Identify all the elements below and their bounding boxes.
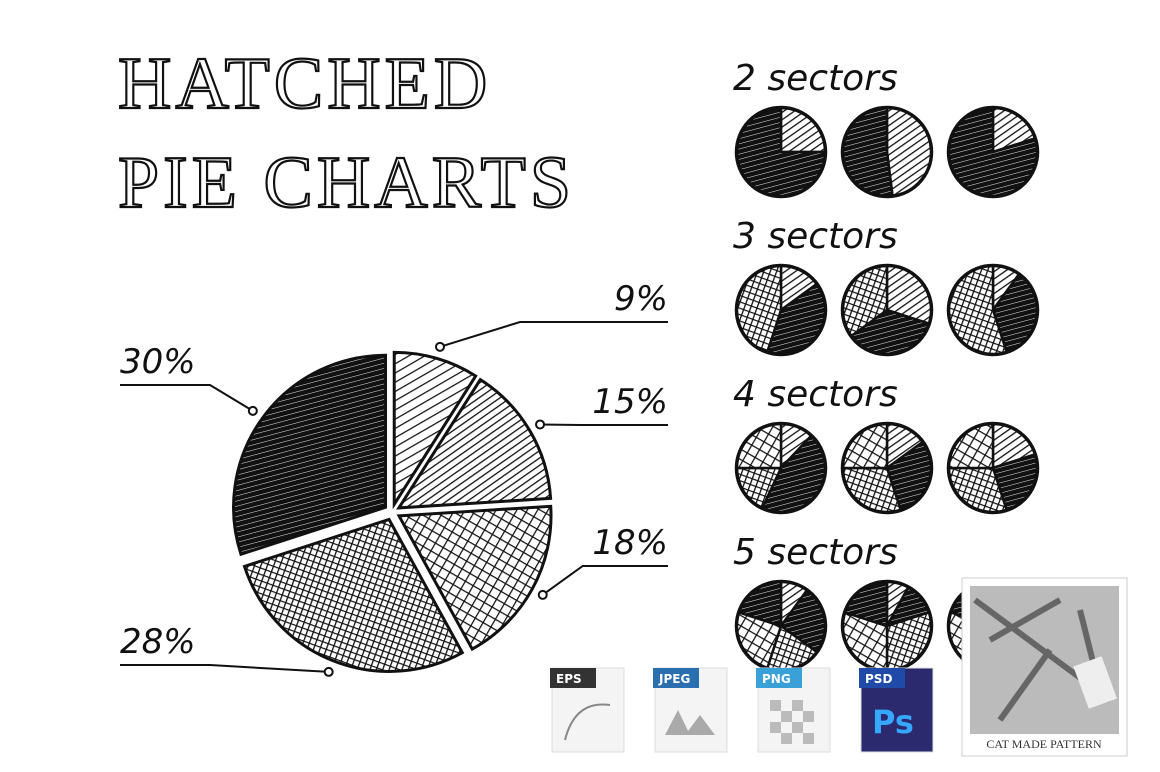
example-outline bbox=[840, 105, 934, 199]
example-outline bbox=[946, 105, 1040, 199]
leader-line bbox=[120, 664, 329, 673]
data-label: 28% bbox=[120, 622, 196, 662]
eps-glyph bbox=[564, 703, 611, 741]
leader-dot bbox=[535, 419, 546, 430]
example-outline bbox=[840, 263, 934, 357]
example-label: 4 sectors bbox=[733, 374, 898, 415]
file-format: EPS bbox=[556, 672, 582, 686]
data-label: 9% bbox=[614, 279, 668, 319]
example-slice bbox=[885, 106, 933, 198]
pie-slice bbox=[392, 350, 478, 510]
example-label: 5 sectors bbox=[733, 532, 898, 573]
example-outline bbox=[734, 105, 828, 199]
file-format: PSD bbox=[865, 672, 892, 686]
chart-title: HATCHED bbox=[118, 43, 491, 125]
example-slice bbox=[735, 422, 783, 470]
file-format: PNG bbox=[762, 672, 791, 686]
png-checker bbox=[770, 722, 781, 733]
file-format: JPEG bbox=[658, 672, 690, 686]
example-outline bbox=[734, 263, 828, 357]
example-outline bbox=[840, 421, 934, 515]
jpeg-glyph bbox=[665, 710, 715, 735]
brand-card: CAT MADE PATTERN bbox=[961, 577, 1128, 757]
leader-line bbox=[542, 565, 668, 596]
file-tag bbox=[756, 668, 802, 688]
file-tag bbox=[550, 668, 596, 688]
pie-slice bbox=[232, 353, 388, 557]
photo-detail bbox=[973, 597, 1112, 722]
leader-line bbox=[439, 321, 668, 348]
chart-title: PIE CHARTS bbox=[118, 142, 575, 224]
data-label: 30% bbox=[120, 342, 196, 382]
photo-sign bbox=[1073, 656, 1117, 709]
example-outline bbox=[946, 263, 1040, 357]
leader-line bbox=[540, 423, 668, 426]
pie-slice bbox=[396, 504, 553, 652]
file-tag bbox=[653, 668, 699, 688]
example-slice bbox=[779, 106, 827, 154]
png-checker bbox=[792, 700, 803, 711]
example-slice bbox=[947, 422, 995, 470]
example-outline bbox=[734, 421, 828, 515]
example-outline bbox=[946, 421, 1040, 515]
file-icons: EPS JPEG PNG PSD Ps bbox=[550, 667, 934, 753]
leader-dot bbox=[247, 405, 258, 416]
png-checker bbox=[770, 700, 781, 711]
example-label: 2 sectors bbox=[733, 58, 898, 99]
png-checker bbox=[803, 733, 814, 744]
png-checker bbox=[803, 711, 814, 722]
pie-slice bbox=[396, 377, 553, 510]
data-label: 18% bbox=[592, 523, 668, 563]
leader-line bbox=[120, 384, 254, 412]
example-label: 3 sectors bbox=[733, 216, 898, 257]
leader-dot bbox=[323, 666, 334, 677]
example-slice bbox=[841, 422, 889, 470]
data-label: 15% bbox=[592, 382, 668, 422]
leader-dot bbox=[434, 341, 445, 352]
png-checker bbox=[792, 722, 803, 733]
pie: 9% 15% 18% 28% 30% bbox=[120, 279, 668, 677]
pie-slice bbox=[242, 517, 465, 673]
example-slice bbox=[841, 106, 894, 198]
ps-glyph: Ps bbox=[872, 703, 914, 741]
leader-dot bbox=[537, 589, 548, 600]
file-tag bbox=[859, 668, 905, 688]
brand-caption: CAT MADE PATTERN bbox=[986, 737, 1102, 751]
png-checker bbox=[781, 711, 792, 722]
png-checker bbox=[781, 733, 792, 744]
